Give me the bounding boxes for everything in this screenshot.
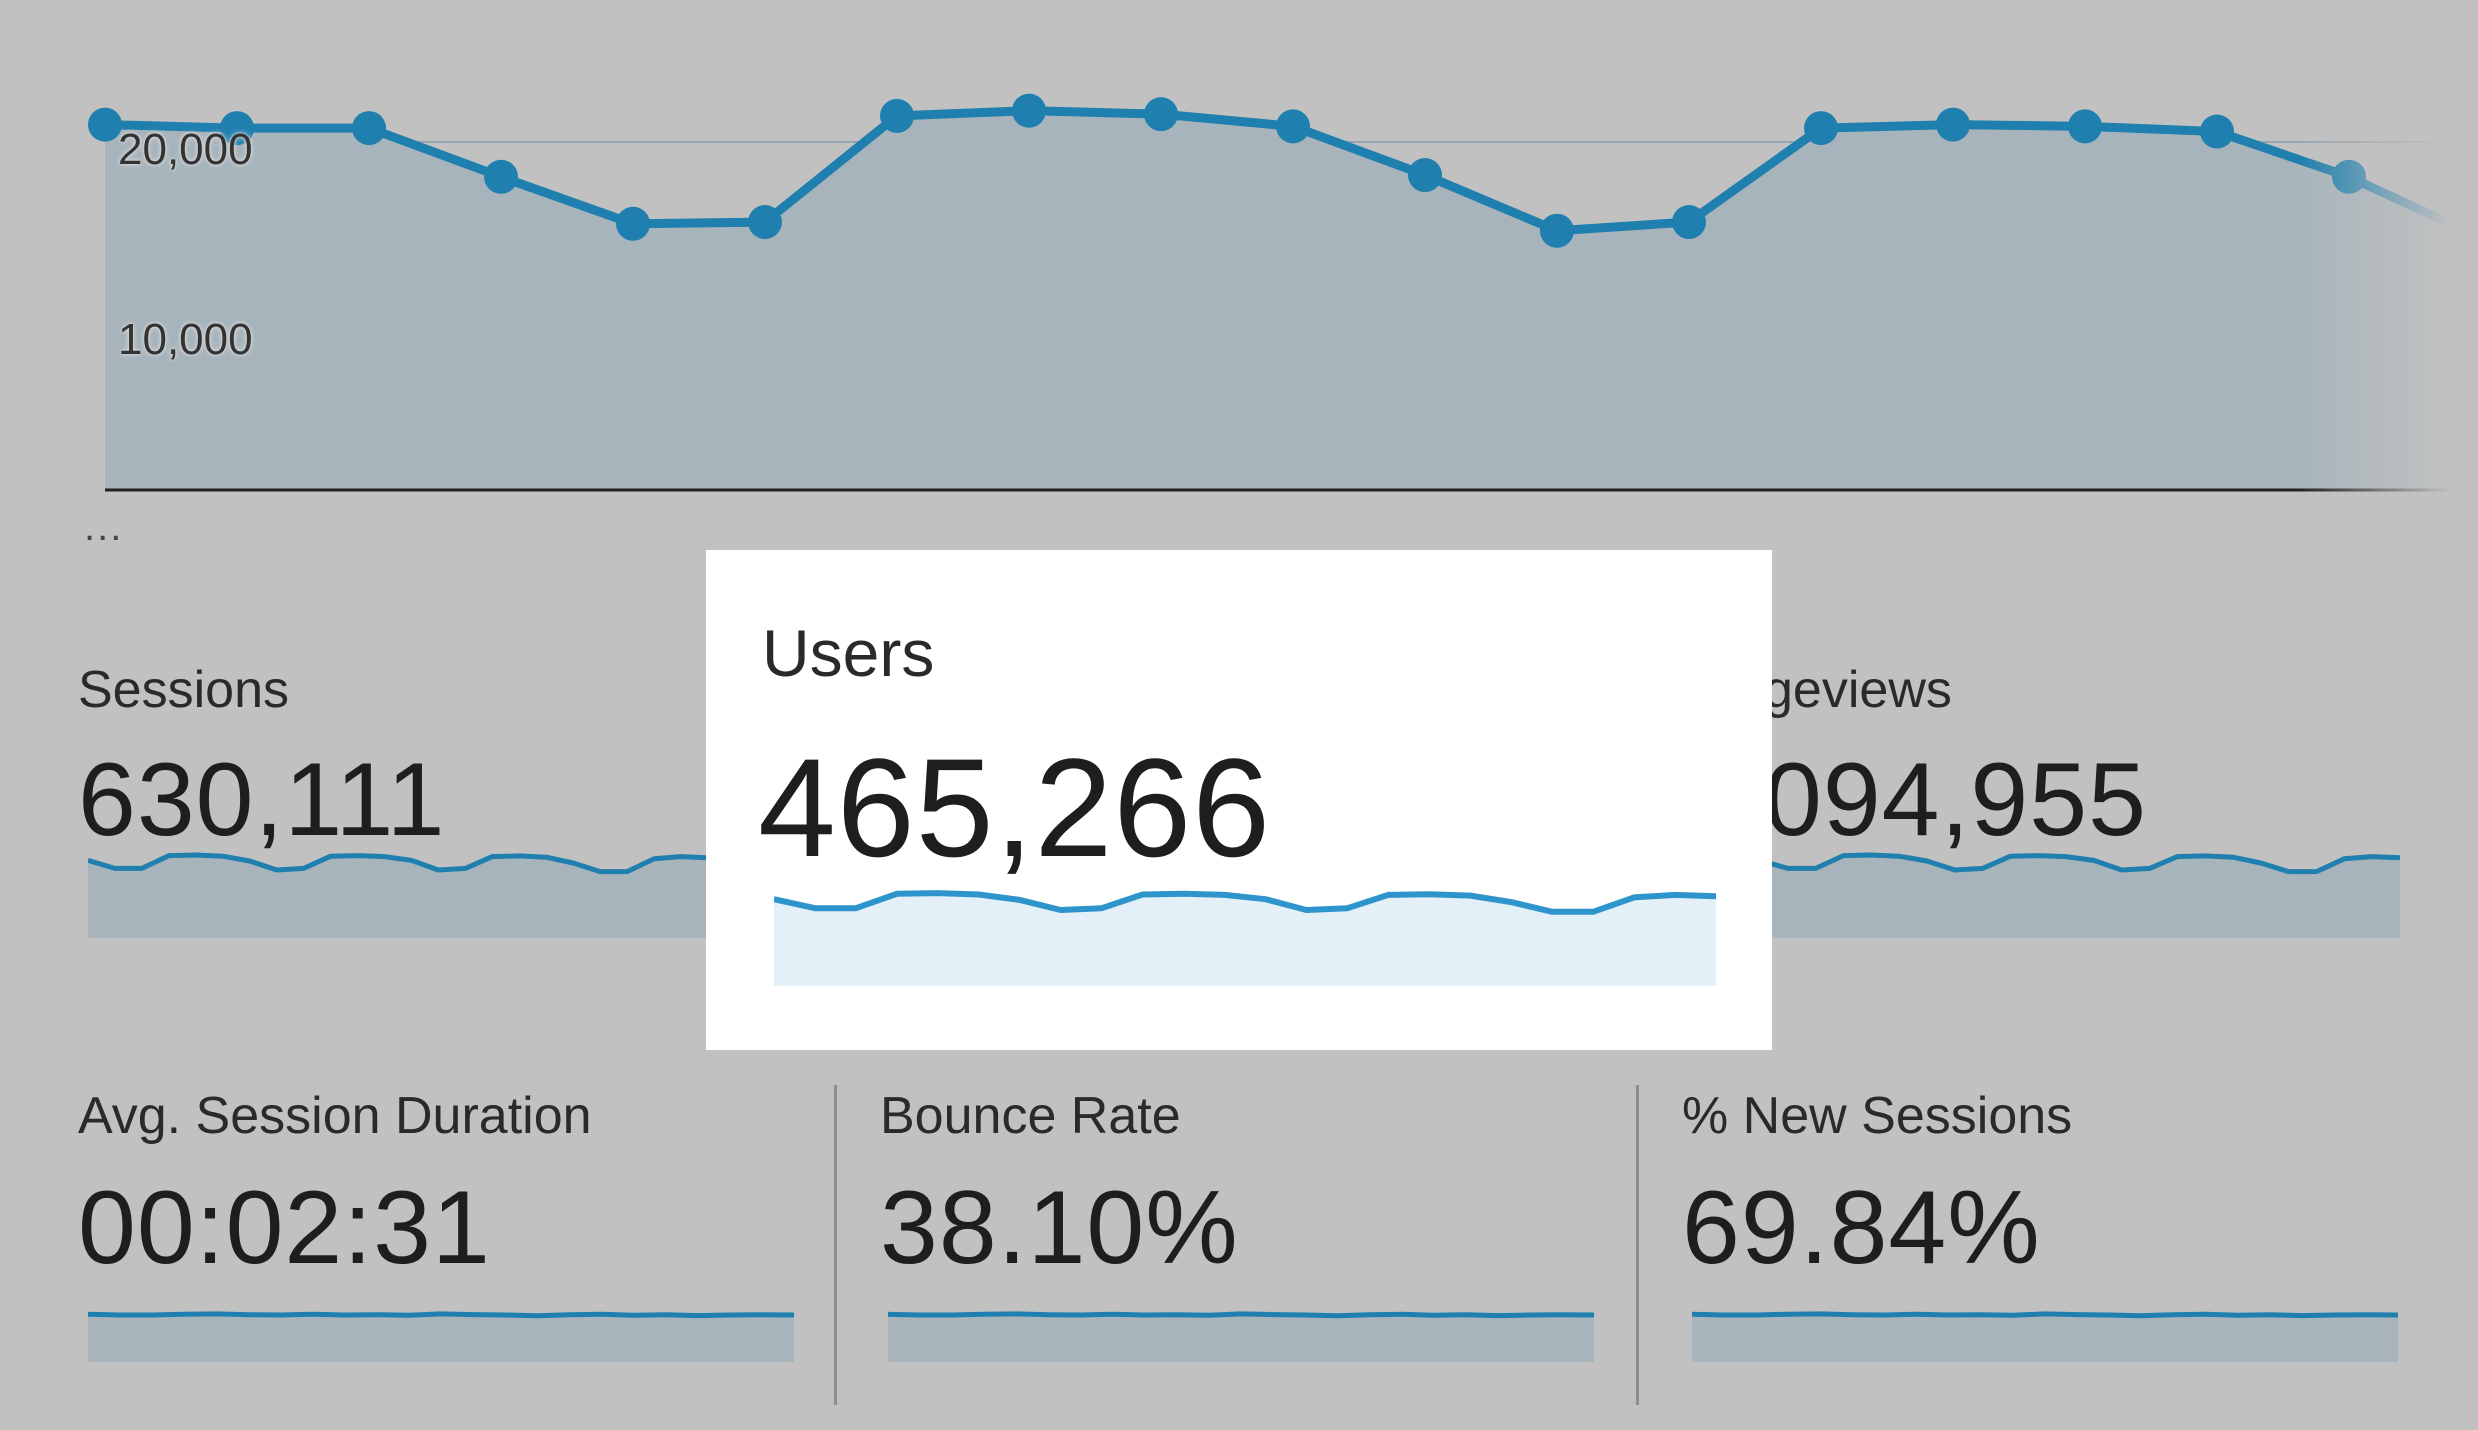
metric-title: geviews	[1764, 661, 1952, 719]
metric-title: Sessions	[78, 661, 289, 719]
chart-series-line	[104, 106, 2478, 242]
sparkline	[888, 1311, 1594, 1362]
sparkline-line	[1760, 852, 2400, 875]
chart-data-point	[1936, 107, 1970, 142]
metric-title: Users	[762, 616, 935, 690]
sparkline-area	[774, 893, 1716, 986]
sparkline	[88, 852, 708, 938]
chart-data-point	[1540, 213, 1574, 248]
sparkline-area	[1760, 855, 2400, 938]
metric-title: % New Sessions	[1682, 1087, 2073, 1145]
metric-value: 094,955	[1764, 742, 2147, 858]
chart-data-point	[616, 206, 650, 241]
chart-data-point	[1804, 111, 1838, 146]
chart-data-point	[2068, 109, 2102, 144]
sparkline-line	[888, 1311, 1594, 1319]
sparkline	[774, 890, 1716, 986]
sparkline-area	[88, 855, 708, 938]
sparkline-area	[1692, 1313, 2398, 1362]
metric-value: 465,266	[758, 729, 1272, 886]
sparkline-line	[774, 890, 1716, 915]
metric-value: 69.84%	[1682, 1170, 2041, 1286]
chart-data-point	[1672, 205, 1706, 240]
chart-data-point	[352, 111, 386, 146]
sparkline-line	[88, 852, 708, 875]
chart-data-point	[220, 111, 254, 146]
sparkline-area	[88, 1313, 794, 1362]
chart-data-point	[1276, 109, 1310, 144]
main-line-chart	[88, 93, 2478, 492]
y-tick-label: 10,000	[118, 315, 253, 364]
metric-divider	[834, 1085, 837, 1405]
sparkline	[1760, 852, 2400, 938]
chart-fade-overlay	[2298, 0, 2478, 510]
chart-data-point	[880, 98, 914, 133]
metric-title: Avg. Session Duration	[78, 1087, 592, 1145]
sparkline-line	[1692, 1311, 2398, 1319]
metric-users-card[interactable]: Users 465,266	[706, 550, 1772, 1050]
chart-data-point	[1144, 97, 1178, 132]
chart-data-point	[484, 159, 518, 194]
metric-value: 38.10%	[880, 1170, 1239, 1286]
chart-data-point	[1408, 158, 1442, 193]
chart-data-point	[748, 205, 782, 240]
chart-data-point	[1012, 93, 1046, 128]
y-tick-label: 20,000	[118, 125, 253, 174]
metric-value: 630,111	[78, 742, 446, 858]
more-options-ellipsis[interactable]: ...	[84, 505, 124, 549]
metric-divider	[1636, 1085, 1639, 1405]
chart-data-point	[2200, 114, 2234, 149]
chart-area-fill	[105, 110, 2478, 490]
sparkline	[88, 1311, 794, 1362]
sparkline	[1692, 1311, 2398, 1362]
sparkline-area	[888, 1313, 1594, 1362]
metric-title: Bounce Rate	[880, 1087, 1181, 1145]
sparkline-line	[88, 1311, 794, 1319]
chart-data-point	[88, 107, 122, 142]
metric-value: 00:02:31	[78, 1170, 491, 1286]
